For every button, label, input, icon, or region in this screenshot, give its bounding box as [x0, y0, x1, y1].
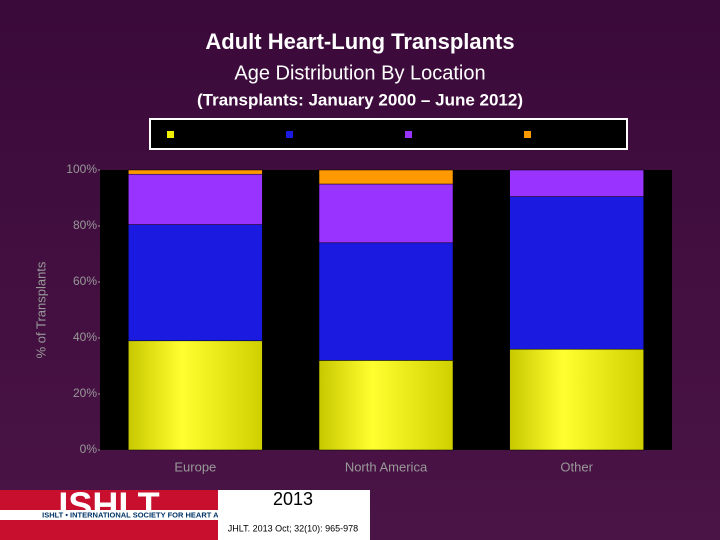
- bar-segment: [128, 169, 263, 175]
- bar-segment: [318, 169, 454, 185]
- chart-subtitle: Age Distribution By Location: [234, 62, 485, 84]
- bar-segment: [509, 348, 644, 451]
- bar-segment: [318, 183, 454, 244]
- citation-box: [218, 490, 370, 540]
- bar-segment: [318, 242, 454, 361]
- citation: JHLT. 2013 Oct; 32(10): 965-978: [228, 523, 358, 533]
- y-axis-label: % of Transplants: [33, 261, 48, 358]
- y-tick-label: 20%: [73, 386, 97, 400]
- society-band: [0, 510, 370, 520]
- legend-marker: [524, 131, 531, 138]
- legend-marker: [167, 131, 174, 138]
- society: ISHLT • INTERNATIONAL SOCIETY FOR HEART …: [42, 510, 328, 519]
- x-tick-label: Europe: [174, 459, 216, 474]
- bar-segment: [128, 173, 263, 225]
- bar-segment: [509, 169, 644, 197]
- y-tick-label: 40%: [73, 330, 97, 344]
- legend: [149, 118, 628, 150]
- y-tick-label: 60%: [73, 274, 97, 288]
- chart-title: Adult Heart-Lung Transplants: [205, 29, 514, 54]
- bar-segment: [128, 340, 263, 451]
- bar-segment: [318, 360, 454, 451]
- x-tick-label: Other: [560, 459, 593, 474]
- legend-marker: [405, 131, 412, 138]
- legend-marker: [286, 131, 293, 138]
- y-tick-label: 80%: [73, 218, 97, 232]
- year: 2013: [273, 489, 313, 509]
- x-tick-label: North America: [345, 459, 428, 474]
- bar-segment: [509, 196, 644, 350]
- bar-segment: [128, 224, 263, 342]
- y-tick-label: 0%: [80, 442, 98, 456]
- y-tick-label: 100%: [66, 162, 97, 176]
- chart-subtitle: (Transplants: January 2000 – June 2012): [197, 90, 523, 109]
